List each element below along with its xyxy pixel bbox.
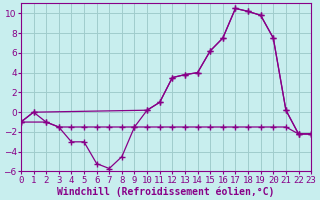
X-axis label: Windchill (Refroidissement éolien,°C): Windchill (Refroidissement éolien,°C) [57, 186, 275, 197]
